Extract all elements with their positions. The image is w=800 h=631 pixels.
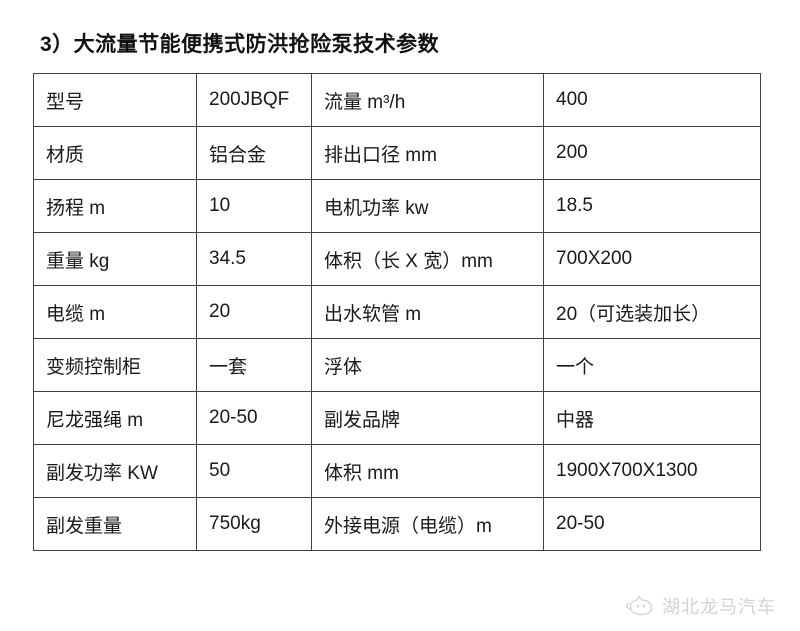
spec-label: 副发功率 KW [33,444,197,498]
spec-value: 18.5 [543,179,761,233]
spec-label: 材质 [33,126,197,180]
spec-label: 尼龙强绳 m [33,391,197,445]
spec-value: 20-50 [196,391,312,445]
spec-label: 型号 [33,73,197,127]
page-title: 3）大流量节能便携式防洪抢险泵技术参数 [40,33,440,56]
spec-label: 体积 mm [311,444,544,498]
spec-label: 副发品牌 [311,391,544,445]
spec-label: 体积（长 X 宽）mm [311,232,544,286]
spec-label: 变频控制柜 [33,338,197,392]
spec-label: 重量 kg [33,232,197,286]
spec-value: 1900X700X1300 [543,444,761,498]
spec-value: 中器 [543,391,761,445]
spec-label: 浮体 [311,338,544,392]
spec-label: 电缆 m [33,285,197,339]
spec-value: 750kg [196,497,312,551]
table-row: 尼龙强绳 m 20-50 副发品牌 中器 [33,391,761,445]
spec-value: 20 [196,285,312,339]
spec-value: 200 [543,126,761,180]
spec-value: 700X200 [543,232,761,286]
table-row: 材质 铝合金 排出口径 mm 200 [33,126,761,180]
table-row: 扬程 m 10 电机功率 kw 18.5 [33,179,761,233]
spec-value: 50 [196,444,312,498]
spec-value: 34.5 [196,232,312,286]
spec-value: 一个 [543,338,761,392]
spec-value: 一套 [196,338,312,392]
spec-label: 电机功率 kw [311,179,544,233]
spec-label: 流量 m³/h [311,73,544,127]
table-row: 变频控制柜 一套 浮体 一个 [33,338,761,392]
table-row: 电缆 m 20 出水软管 m 20（可选装加长） [33,285,761,339]
watermark-text: 湖北龙马汽车 [662,597,776,617]
spec-label: 外接电源（电缆）m [311,497,544,551]
watermark: 湖北龙马汽车 [625,593,776,619]
spec-value: 铝合金 [196,126,312,180]
table-row: 型号 200JBQF 流量 m³/h 400 [33,73,761,127]
spec-table: 型号 200JBQF 流量 m³/h 400 材质 铝合金 排出口径 mm 20… [33,73,761,551]
table-row: 重量 kg 34.5 体积（长 X 宽）mm 700X200 [33,232,761,286]
horse-logo-icon [625,593,657,619]
spec-value: 10 [196,179,312,233]
spec-label: 扬程 m [33,179,197,233]
spec-value: 400 [543,73,761,127]
table-row: 副发功率 KW 50 体积 mm 1900X700X1300 [33,444,761,498]
spec-label: 副发重量 [33,497,197,551]
spec-label: 排出口径 mm [311,126,544,180]
spec-value: 200JBQF [196,73,312,127]
spec-value: 20-50 [543,497,761,551]
table-row: 副发重量 750kg 外接电源（电缆）m 20-50 [33,497,761,551]
spec-value: 20（可选装加长） [543,285,761,339]
spec-label: 出水软管 m [311,285,544,339]
